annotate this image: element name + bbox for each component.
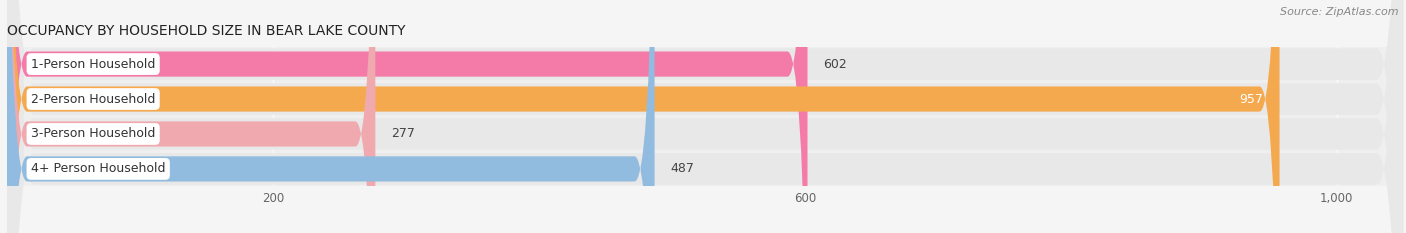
FancyBboxPatch shape xyxy=(7,0,1403,233)
Text: 4+ Person Household: 4+ Person Household xyxy=(31,162,166,175)
Text: 957: 957 xyxy=(1240,93,1264,106)
FancyBboxPatch shape xyxy=(7,0,1279,233)
FancyBboxPatch shape xyxy=(7,0,1403,233)
Text: 1-Person Household: 1-Person Household xyxy=(31,58,155,71)
FancyBboxPatch shape xyxy=(7,0,1403,233)
FancyBboxPatch shape xyxy=(7,0,375,233)
Text: 277: 277 xyxy=(391,127,415,140)
Text: 487: 487 xyxy=(671,162,695,175)
Text: 602: 602 xyxy=(824,58,848,71)
Text: 3-Person Household: 3-Person Household xyxy=(31,127,155,140)
Text: Source: ZipAtlas.com: Source: ZipAtlas.com xyxy=(1281,7,1399,17)
FancyBboxPatch shape xyxy=(7,0,655,233)
FancyBboxPatch shape xyxy=(7,0,1403,233)
Text: 2-Person Household: 2-Person Household xyxy=(31,93,155,106)
FancyBboxPatch shape xyxy=(7,0,807,233)
Text: OCCUPANCY BY HOUSEHOLD SIZE IN BEAR LAKE COUNTY: OCCUPANCY BY HOUSEHOLD SIZE IN BEAR LAKE… xyxy=(7,24,405,38)
